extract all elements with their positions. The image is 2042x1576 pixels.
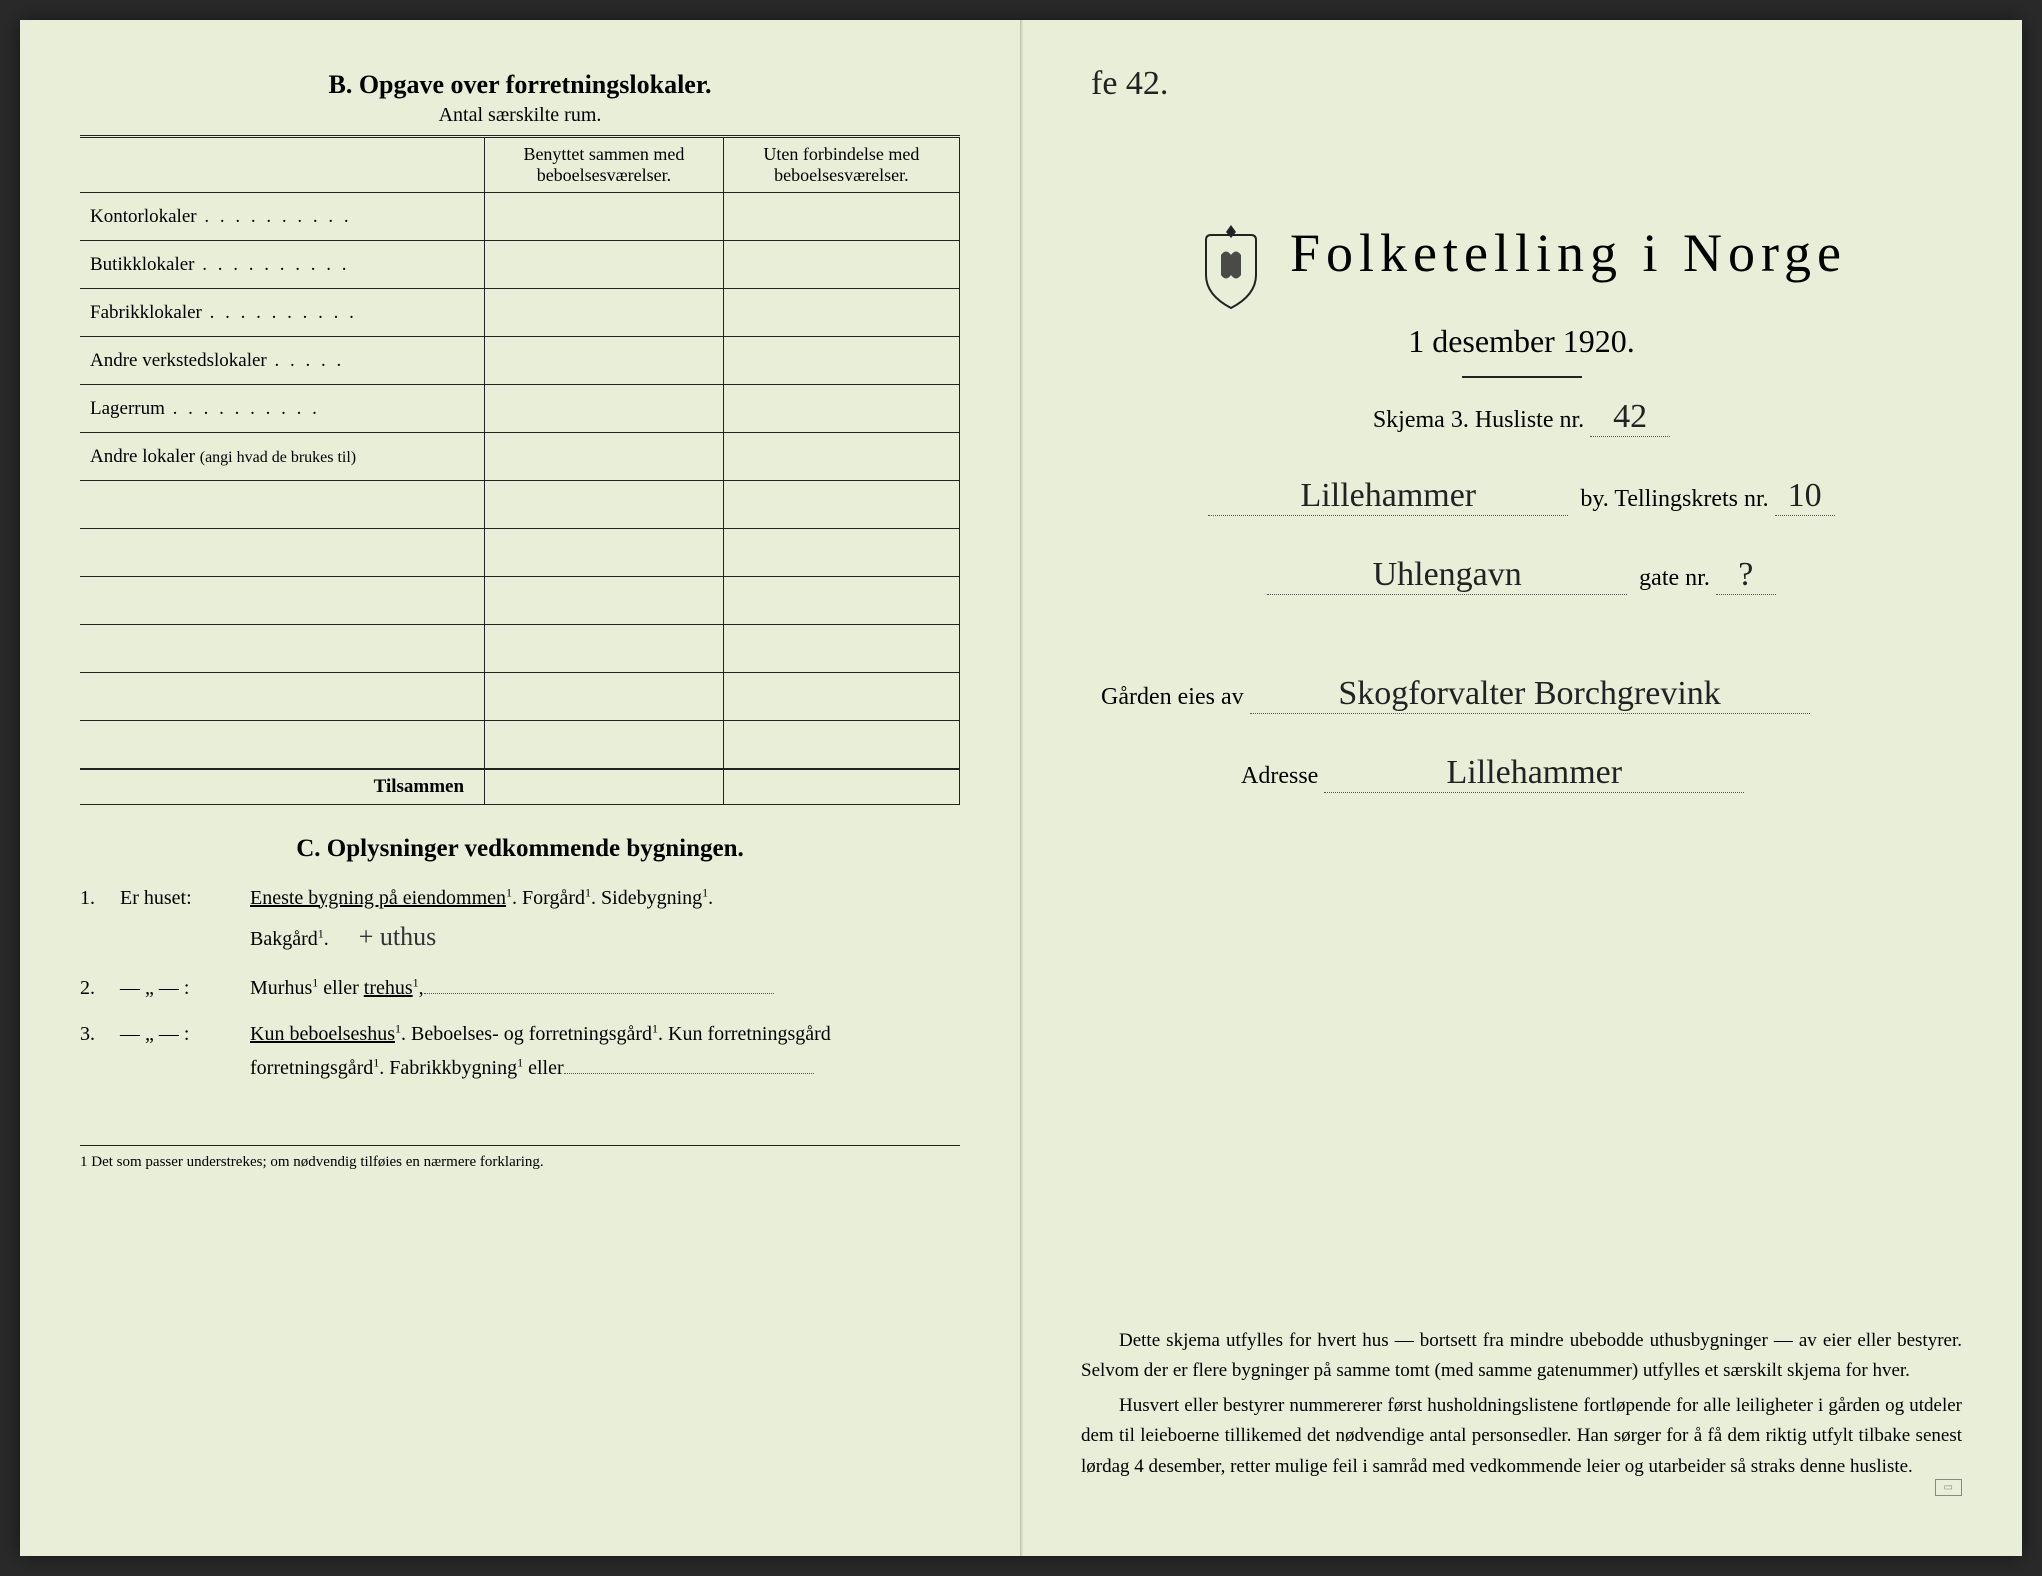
row-butikk: Butikklokaler <box>80 241 485 289</box>
total-label: Tilsammen <box>80 769 485 805</box>
street-handwritten: Uhlengavn <box>1267 556 1627 595</box>
question-2: 2. — „ — : Murhus1 eller trehus1, <box>80 971 960 1005</box>
row-verksted: Andre verkstedslokaler <box>80 337 485 385</box>
handwritten-uthus: + uthus <box>359 922 437 951</box>
form-line: Skjema 3. Husliste nr. 42 <box>1081 398 1962 437</box>
col-header-1: Benyttet sammen med beboelsesværelser. <box>485 137 724 193</box>
business-premises-table: Benyttet sammen med beboelsesværelser. U… <box>80 135 960 805</box>
row-lager: Lagerrum <box>80 385 485 433</box>
city-row: Lillehammer by. Tellingskrets nr. 10 <box>1081 477 1962 516</box>
krets-nr: 10 <box>1775 477 1835 516</box>
city-handwritten: Lillehammer <box>1208 477 1568 516</box>
census-date: 1 desember 1920. <box>1081 323 1962 360</box>
husliste-nr: 42 <box>1590 398 1670 437</box>
row-fabrikk: Fabrikklokaler <box>80 289 485 337</box>
col-header-2: Uten forbindelse med beboelsesværelser. <box>723 137 959 193</box>
handwritten-pageno: fe 42. <box>1091 65 1168 103</box>
title-block: Folketelling i Norge 1 desember 1920. Sk… <box>1081 220 1962 437</box>
owner-handwritten: Skogforvalter Borchgrevink <box>1250 675 1810 714</box>
instruction-p1: Dette skjema utfylles for hvert hus — bo… <box>1081 1326 1962 1387</box>
section-c: C. Oplysninger vedkommende bygningen. 1.… <box>80 835 960 1085</box>
row-andre: Andre lokaler (angi hvad de brukes til) <box>80 433 485 481</box>
question-1: 1. Er huset: Eneste bygning på eiendomme… <box>80 881 960 959</box>
street-row: Uhlengavn gate nr. ? <box>1081 556 1962 595</box>
row-kontor: Kontorlokaler <box>80 193 485 241</box>
footnote: 1 Det som passer understrekes; om nødven… <box>80 1145 960 1171</box>
instruction-p2: Husvert eller bestyrer nummererer først … <box>1081 1391 1962 1482</box>
gate-nr: ? <box>1716 556 1776 595</box>
main-title: Folketelling i Norge <box>1290 222 1847 284</box>
coat-of-arms-icon <box>1196 220 1266 315</box>
printer-stamp: ▭ <box>1935 1479 1962 1496</box>
question-3: 3. — „ — : Kun beboelseshus1. Beboelses-… <box>80 1017 960 1085</box>
owner-row: Gården eies av Skogforvalter Borchgrevin… <box>1081 675 1962 714</box>
document-spread: B. Opgave over forretningslokaler. Antal… <box>20 20 2022 1556</box>
right-page: fe 42. Folketelling i Norge 1 desember 1… <box>1021 20 2022 1556</box>
instructions-block: Dette skjema utfylles for hvert hus — bo… <box>1081 1326 1962 1486</box>
address-row: Adresse Lillehammer <box>1081 754 1962 793</box>
left-page: B. Opgave over forretningslokaler. Antal… <box>20 20 1021 1556</box>
section-b-subheading: Antal særskilte rum. <box>80 104 960 127</box>
section-b-heading: B. Opgave over forretningslokaler. <box>80 70 960 100</box>
address-handwritten: Lillehammer <box>1324 754 1744 793</box>
section-c-heading: C. Oplysninger vedkommende bygningen. <box>80 835 960 863</box>
